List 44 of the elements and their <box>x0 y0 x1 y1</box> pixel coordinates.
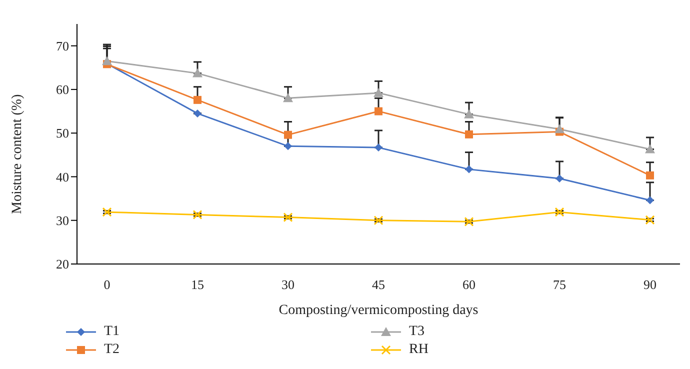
point <box>646 171 654 180</box>
point <box>554 207 564 217</box>
point <box>102 56 112 66</box>
x-tick-label: 30 <box>282 277 294 292</box>
y-tick-label: 30 <box>56 212 69 228</box>
y-tick-label: 50 <box>56 126 69 141</box>
y-axis-title: Moisture content (%) <box>10 94 25 214</box>
point <box>374 107 382 116</box>
point <box>646 196 654 204</box>
point <box>283 93 293 102</box>
point <box>556 174 564 182</box>
point <box>283 212 293 222</box>
point <box>284 142 292 150</box>
point <box>645 215 655 225</box>
point <box>192 68 202 78</box>
legend-label: T3 <box>409 324 425 340</box>
point <box>192 210 202 220</box>
point <box>464 216 474 226</box>
x-tick-label: 15 <box>191 277 204 292</box>
y-tick-label: 20 <box>56 256 69 272</box>
point <box>102 207 112 217</box>
point <box>374 88 384 97</box>
x-tick-label: 75 <box>553 277 566 292</box>
point <box>645 144 655 154</box>
legend-label: RH <box>409 342 428 358</box>
y-tick-label: 70 <box>56 38 69 54</box>
point <box>465 165 473 174</box>
point <box>284 130 292 139</box>
point <box>374 143 382 152</box>
x-tick-label: 45 <box>372 277 385 292</box>
point <box>194 96 202 104</box>
point <box>464 109 474 118</box>
x-tick-label: 60 <box>462 277 476 292</box>
x-tick-label: 90 <box>644 277 656 292</box>
y-tick-label: 40 <box>56 169 69 184</box>
x-tick-label: 0 <box>104 277 110 292</box>
legend-label: T2 <box>104 342 120 358</box>
point <box>374 216 384 226</box>
y-tick-label: 60 <box>56 82 69 98</box>
legend-label: T1 <box>104 324 120 340</box>
x-axis-title: Composting/vermicomposting days <box>278 303 478 318</box>
point <box>465 130 473 138</box>
point <box>194 109 202 118</box>
point <box>554 124 564 134</box>
